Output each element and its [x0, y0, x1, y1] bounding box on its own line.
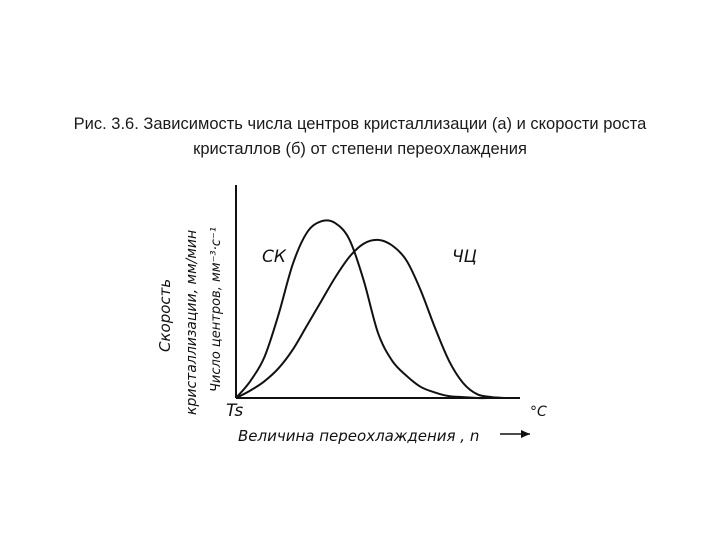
caption-line-1: Рис. 3.6. Зависимость числа центров крис…	[73, 115, 647, 133]
series-label-1: СК	[262, 247, 287, 267]
caption-line-2: кристаллов (б) от степени переохлаждения	[193, 140, 527, 158]
x-origin-label: Ts	[226, 401, 243, 421]
chart-labels: Ts °C Величина переохлаждения , n Скорос…	[156, 227, 547, 445]
series-line-2	[235, 238, 506, 399]
x-arrow-head	[521, 430, 530, 438]
x-axis-label: Величина переохлаждения , n	[238, 427, 479, 445]
y-axis-label-2: кристаллизации, мм/мин	[184, 230, 200, 415]
y-axis-label-3: Число центров, мм⁻³·с⁻¹	[209, 227, 224, 392]
series-layer: СК ЧЦ	[235, 219, 506, 400]
series-line-1	[235, 219, 492, 400]
x-unit-label: °C	[530, 404, 547, 420]
series-label-2: ЧЦ	[452, 247, 477, 267]
y-axis-label-1: Скорость	[156, 279, 174, 352]
figure-caption: Рис. 3.6. Зависимость числа центров крис…	[30, 112, 690, 162]
